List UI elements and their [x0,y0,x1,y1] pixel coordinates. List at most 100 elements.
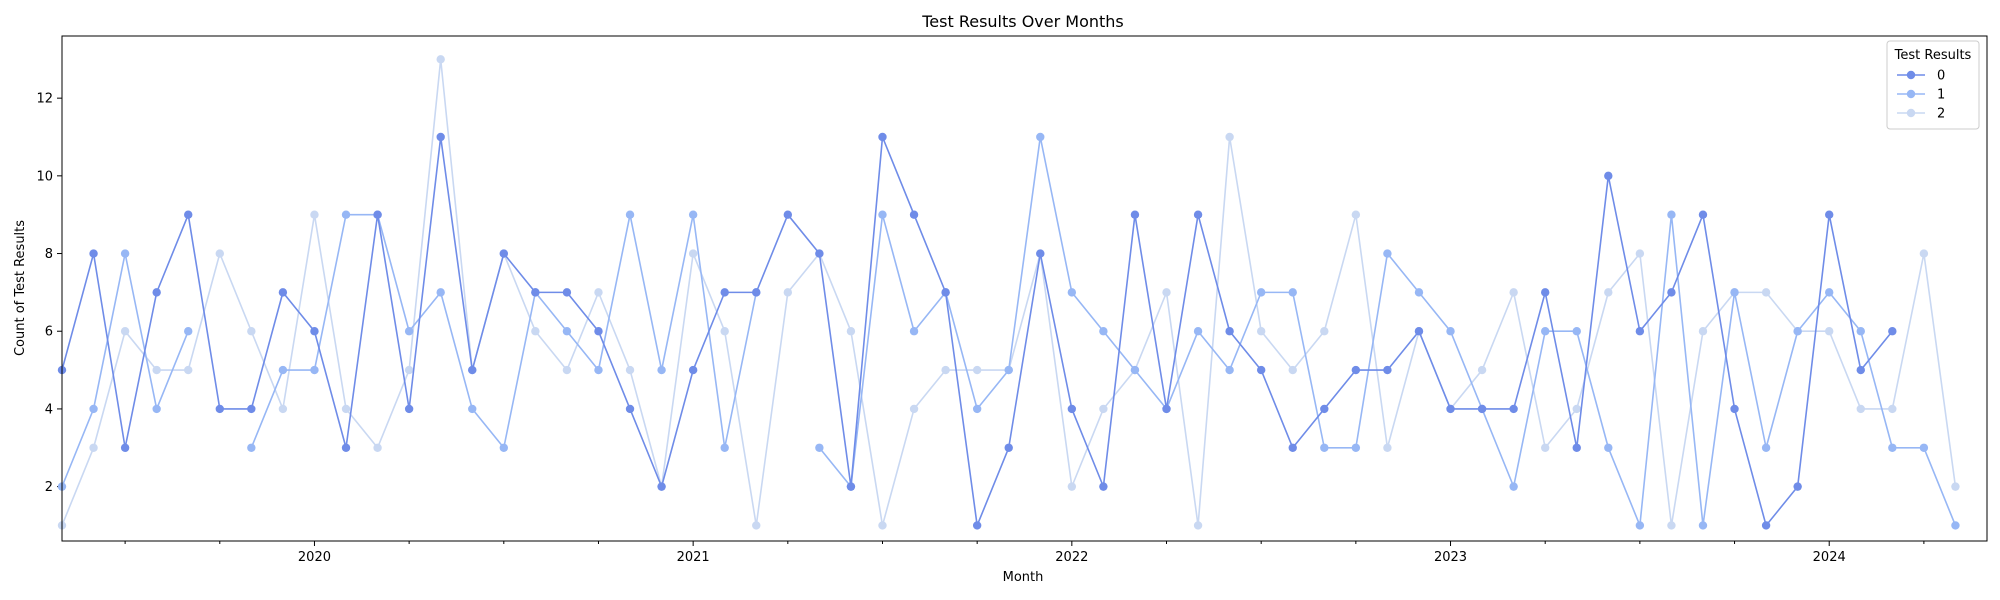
legend[interactable]: Test Results 0 1 2 [1886,40,1980,130]
data-point [310,210,319,219]
data-point [1572,327,1581,336]
data-point [1320,404,1329,414]
data-point [1888,443,1897,452]
data-point [1099,404,1108,414]
data-point [1446,327,1455,336]
y-tick-label: 10 [36,169,53,184]
legend-marker [1906,89,1916,99]
data-point [373,443,382,452]
data-point [247,443,256,452]
data-point [1793,482,1802,491]
data-point [1667,288,1676,297]
data-point [1004,443,1013,452]
legend-item-1[interactable]: 1 [1897,88,1945,103]
data-point [1951,521,1960,530]
data-point [1320,443,1329,452]
data-point [1067,288,1077,297]
data-point [846,482,856,491]
data-point [468,404,477,414]
data-point [909,327,919,336]
data-point [1225,132,1234,142]
data-point [1541,443,1550,452]
data-point [152,288,161,297]
data-point [1288,443,1297,452]
y-tick-label: 8 [45,247,53,262]
data-point [1825,327,1834,336]
data-point [1256,327,1266,336]
data-point [1825,288,1834,297]
data-point [1225,327,1234,336]
data-point [846,327,856,336]
data-point [1698,327,1708,336]
data-point [1635,521,1645,530]
data-point [562,327,572,336]
data-point [1193,521,1203,530]
data-point [1635,327,1645,336]
data-point [1888,404,1897,414]
data-point [972,404,982,414]
legend-item-2[interactable]: 2 [1897,107,1945,122]
data-point [1919,249,1929,258]
data-point [1099,482,1108,491]
data-point [1036,132,1045,142]
data-point [1036,249,1045,258]
data-point [1888,327,1897,336]
data-point [436,55,445,64]
data-point [468,365,477,375]
data-point [1509,288,1518,297]
data-point [531,288,540,297]
data-point [247,404,256,414]
data-point [152,404,161,414]
data-point [1730,404,1739,414]
data-point [310,365,319,375]
legend-label: 0 [1937,69,1945,84]
data-point [404,327,414,336]
data-point [625,404,635,414]
data-point [152,365,161,375]
x-tick-label: 2022 [1055,550,1088,565]
data-point [909,210,919,219]
legend-item-0[interactable]: 0 [1897,69,1945,84]
data-point [1477,365,1487,375]
data-point [120,327,130,336]
series-line [818,136,1957,527]
data-point [688,249,698,258]
data-point [1414,288,1424,297]
data-point [1414,327,1424,336]
data-point [310,327,319,336]
y-tick-label: 6 [45,325,53,340]
y-tick-label: 12 [36,92,53,107]
data-point [1761,288,1771,297]
data-point [720,327,729,336]
data-point [1604,171,1613,181]
data-point [720,288,729,297]
data-point [1099,327,1108,336]
x-tick-label: 2020 [298,550,331,565]
data-point [1225,365,1234,375]
data-point [1761,443,1771,452]
data-point [1572,443,1581,452]
y-tick-label: 2 [45,480,53,495]
series-line [61,136,1893,527]
data-point [1383,365,1392,375]
data-point [1256,288,1266,297]
data-point [562,288,572,297]
data-point [404,404,414,414]
data-point [247,327,256,336]
data-point [436,132,445,142]
data-point [215,404,224,414]
chart-title: Test Results Over Months [921,12,1124,31]
data-point [783,210,793,219]
data-point [688,365,698,375]
data-point [1541,327,1550,336]
data-point [1288,365,1297,375]
data-point [120,249,130,258]
data-point [184,365,193,375]
data-point [720,443,729,452]
data-point [1825,210,1834,219]
data-point [278,365,288,375]
data-point [404,365,414,375]
data-point [1067,404,1077,414]
data-point [1004,365,1013,375]
